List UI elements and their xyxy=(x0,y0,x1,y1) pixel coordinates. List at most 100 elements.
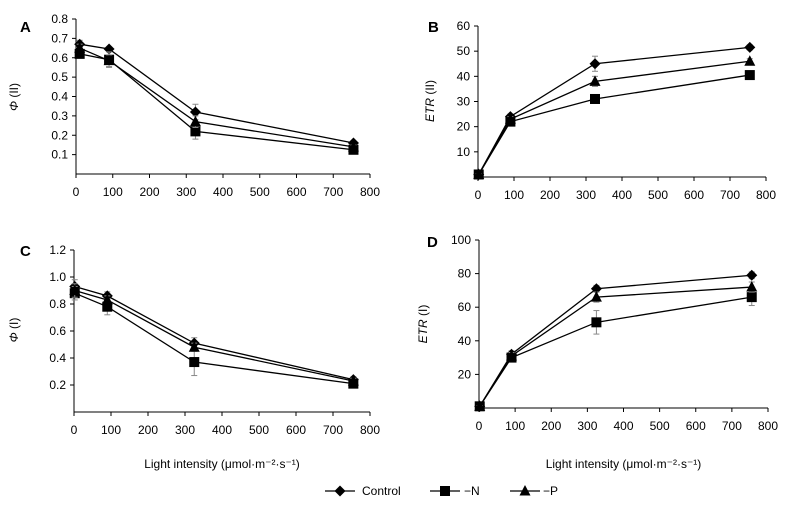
series-diamond xyxy=(74,38,359,149)
panel-label: C xyxy=(20,243,31,260)
data-point xyxy=(347,374,359,386)
x-axis-label: Light intensity (μmol·m⁻²·s⁻¹) xyxy=(144,457,300,471)
data-point xyxy=(590,291,602,302)
x-tick-label: 500 xyxy=(250,185,270,199)
y-tick-label: 0.7 xyxy=(51,31,68,45)
series-line xyxy=(479,296,752,407)
y-axis-symbol: ETR xyxy=(416,319,430,343)
panel-b: 0 100 200 300 400 500 600 700 800 10 20 30 40 50 60 B ET… xyxy=(423,19,776,202)
data-point xyxy=(746,281,758,292)
y-tick-label: 0.4 xyxy=(51,90,68,104)
y-tick-label: 0.2 xyxy=(51,128,68,142)
x-tick-label: 200 xyxy=(138,423,158,437)
y-axis-label: ETR (I) xyxy=(416,305,430,344)
panel-label: B xyxy=(428,19,439,36)
data-point xyxy=(744,70,755,81)
y-tick-label: 40 xyxy=(457,69,471,83)
y-axis-suffix: (I) xyxy=(416,305,430,320)
x-tick-label: 300 xyxy=(576,188,596,202)
data-point xyxy=(347,140,359,152)
y-axis-symbol: ETR xyxy=(423,98,437,122)
series-square xyxy=(74,48,359,155)
y-tick-label: 0.5 xyxy=(51,70,68,84)
x-tick-label: 500 xyxy=(648,188,668,202)
data-point xyxy=(74,48,85,59)
data-point xyxy=(589,58,601,70)
y-tick-label: 20 xyxy=(458,367,472,381)
x-tick-label: 0 xyxy=(71,423,78,437)
x-tick-label: 800 xyxy=(360,185,380,199)
data-point xyxy=(74,42,86,53)
data-point xyxy=(744,55,756,66)
y-tick-label: 0.3 xyxy=(51,109,68,123)
data-point xyxy=(506,349,518,361)
series-diamond xyxy=(474,269,758,412)
x-tick-label: 400 xyxy=(613,419,633,433)
legend-marker xyxy=(440,486,450,496)
x-tick-label: 0 xyxy=(476,419,483,433)
x-tick-label: 700 xyxy=(323,185,343,199)
y-tick-label: 100 xyxy=(451,233,471,247)
x-tick-label: 0 xyxy=(475,188,482,202)
series-line xyxy=(478,60,750,175)
data-point xyxy=(746,269,758,281)
y-tick-label: 10 xyxy=(457,145,471,159)
series-square xyxy=(473,70,755,180)
y-tick-label: 40 xyxy=(458,334,472,348)
y-tick-label: 0.6 xyxy=(51,51,68,65)
series-line xyxy=(79,53,354,151)
y-tick-label: 1.0 xyxy=(49,270,66,284)
data-point xyxy=(746,292,757,303)
y-axis-suffix: (I) xyxy=(7,318,21,333)
x-tick-label: 200 xyxy=(139,185,159,199)
x-tick-label: 700 xyxy=(720,188,740,202)
data-point xyxy=(589,75,601,86)
x-tick-label: 600 xyxy=(684,188,704,202)
x-tick-label: 700 xyxy=(323,423,343,437)
x-tick-label: 400 xyxy=(212,423,232,437)
y-axis-label: Φ (II) xyxy=(7,83,21,111)
y-tick-label: 20 xyxy=(457,120,471,134)
y-tick-label: 60 xyxy=(457,19,471,33)
x-tick-label: 100 xyxy=(101,423,121,437)
panel-label: D xyxy=(427,234,438,251)
x-tick-label: 800 xyxy=(758,419,778,433)
data-point xyxy=(190,126,201,137)
y-tick-label: 80 xyxy=(458,267,472,281)
y-axis-symbol: Φ xyxy=(7,332,21,342)
data-point xyxy=(101,293,113,305)
data-point xyxy=(473,168,485,179)
x-tick-label: 0 xyxy=(73,185,80,199)
x-tick-label: 300 xyxy=(175,423,195,437)
x-tick-label: 300 xyxy=(176,185,196,199)
y-tick-label: 0.8 xyxy=(49,297,66,311)
series-triangle xyxy=(69,283,359,386)
y-tick-label: 1.2 xyxy=(49,243,66,257)
y-axis-suffix: (II) xyxy=(423,80,437,98)
data-point xyxy=(591,317,602,328)
x-tick-label: 100 xyxy=(103,185,123,199)
data-point xyxy=(744,41,756,53)
y-tick-label: 0.2 xyxy=(49,378,66,392)
y-tick-label: 30 xyxy=(457,95,471,109)
x-axis-label: Light intensity (μmol·m⁻²·s⁻¹) xyxy=(546,457,702,471)
legend-marker xyxy=(519,485,531,496)
x-tick-label: 400 xyxy=(213,185,233,199)
y-axis-symbol: Φ xyxy=(7,101,21,111)
series-triangle xyxy=(74,42,359,152)
panel-label: A xyxy=(20,19,31,36)
x-tick-label: 600 xyxy=(286,185,306,199)
data-point xyxy=(69,284,81,295)
x-tick-label: 800 xyxy=(756,188,776,202)
series-line xyxy=(478,74,750,175)
data-point xyxy=(189,106,201,118)
series-line xyxy=(479,286,752,407)
y-tick-label: 0.8 xyxy=(51,12,68,26)
panel-d: 0 100 200 300 400 500 600 700 800 20 40 60 80 100 D ETR… xyxy=(416,233,778,471)
data-point xyxy=(590,93,600,104)
legend-label: −P xyxy=(543,484,558,498)
series-line xyxy=(74,289,354,382)
x-tick-label: 700 xyxy=(722,419,742,433)
x-tick-label: 200 xyxy=(541,419,561,433)
data-point xyxy=(474,400,486,411)
